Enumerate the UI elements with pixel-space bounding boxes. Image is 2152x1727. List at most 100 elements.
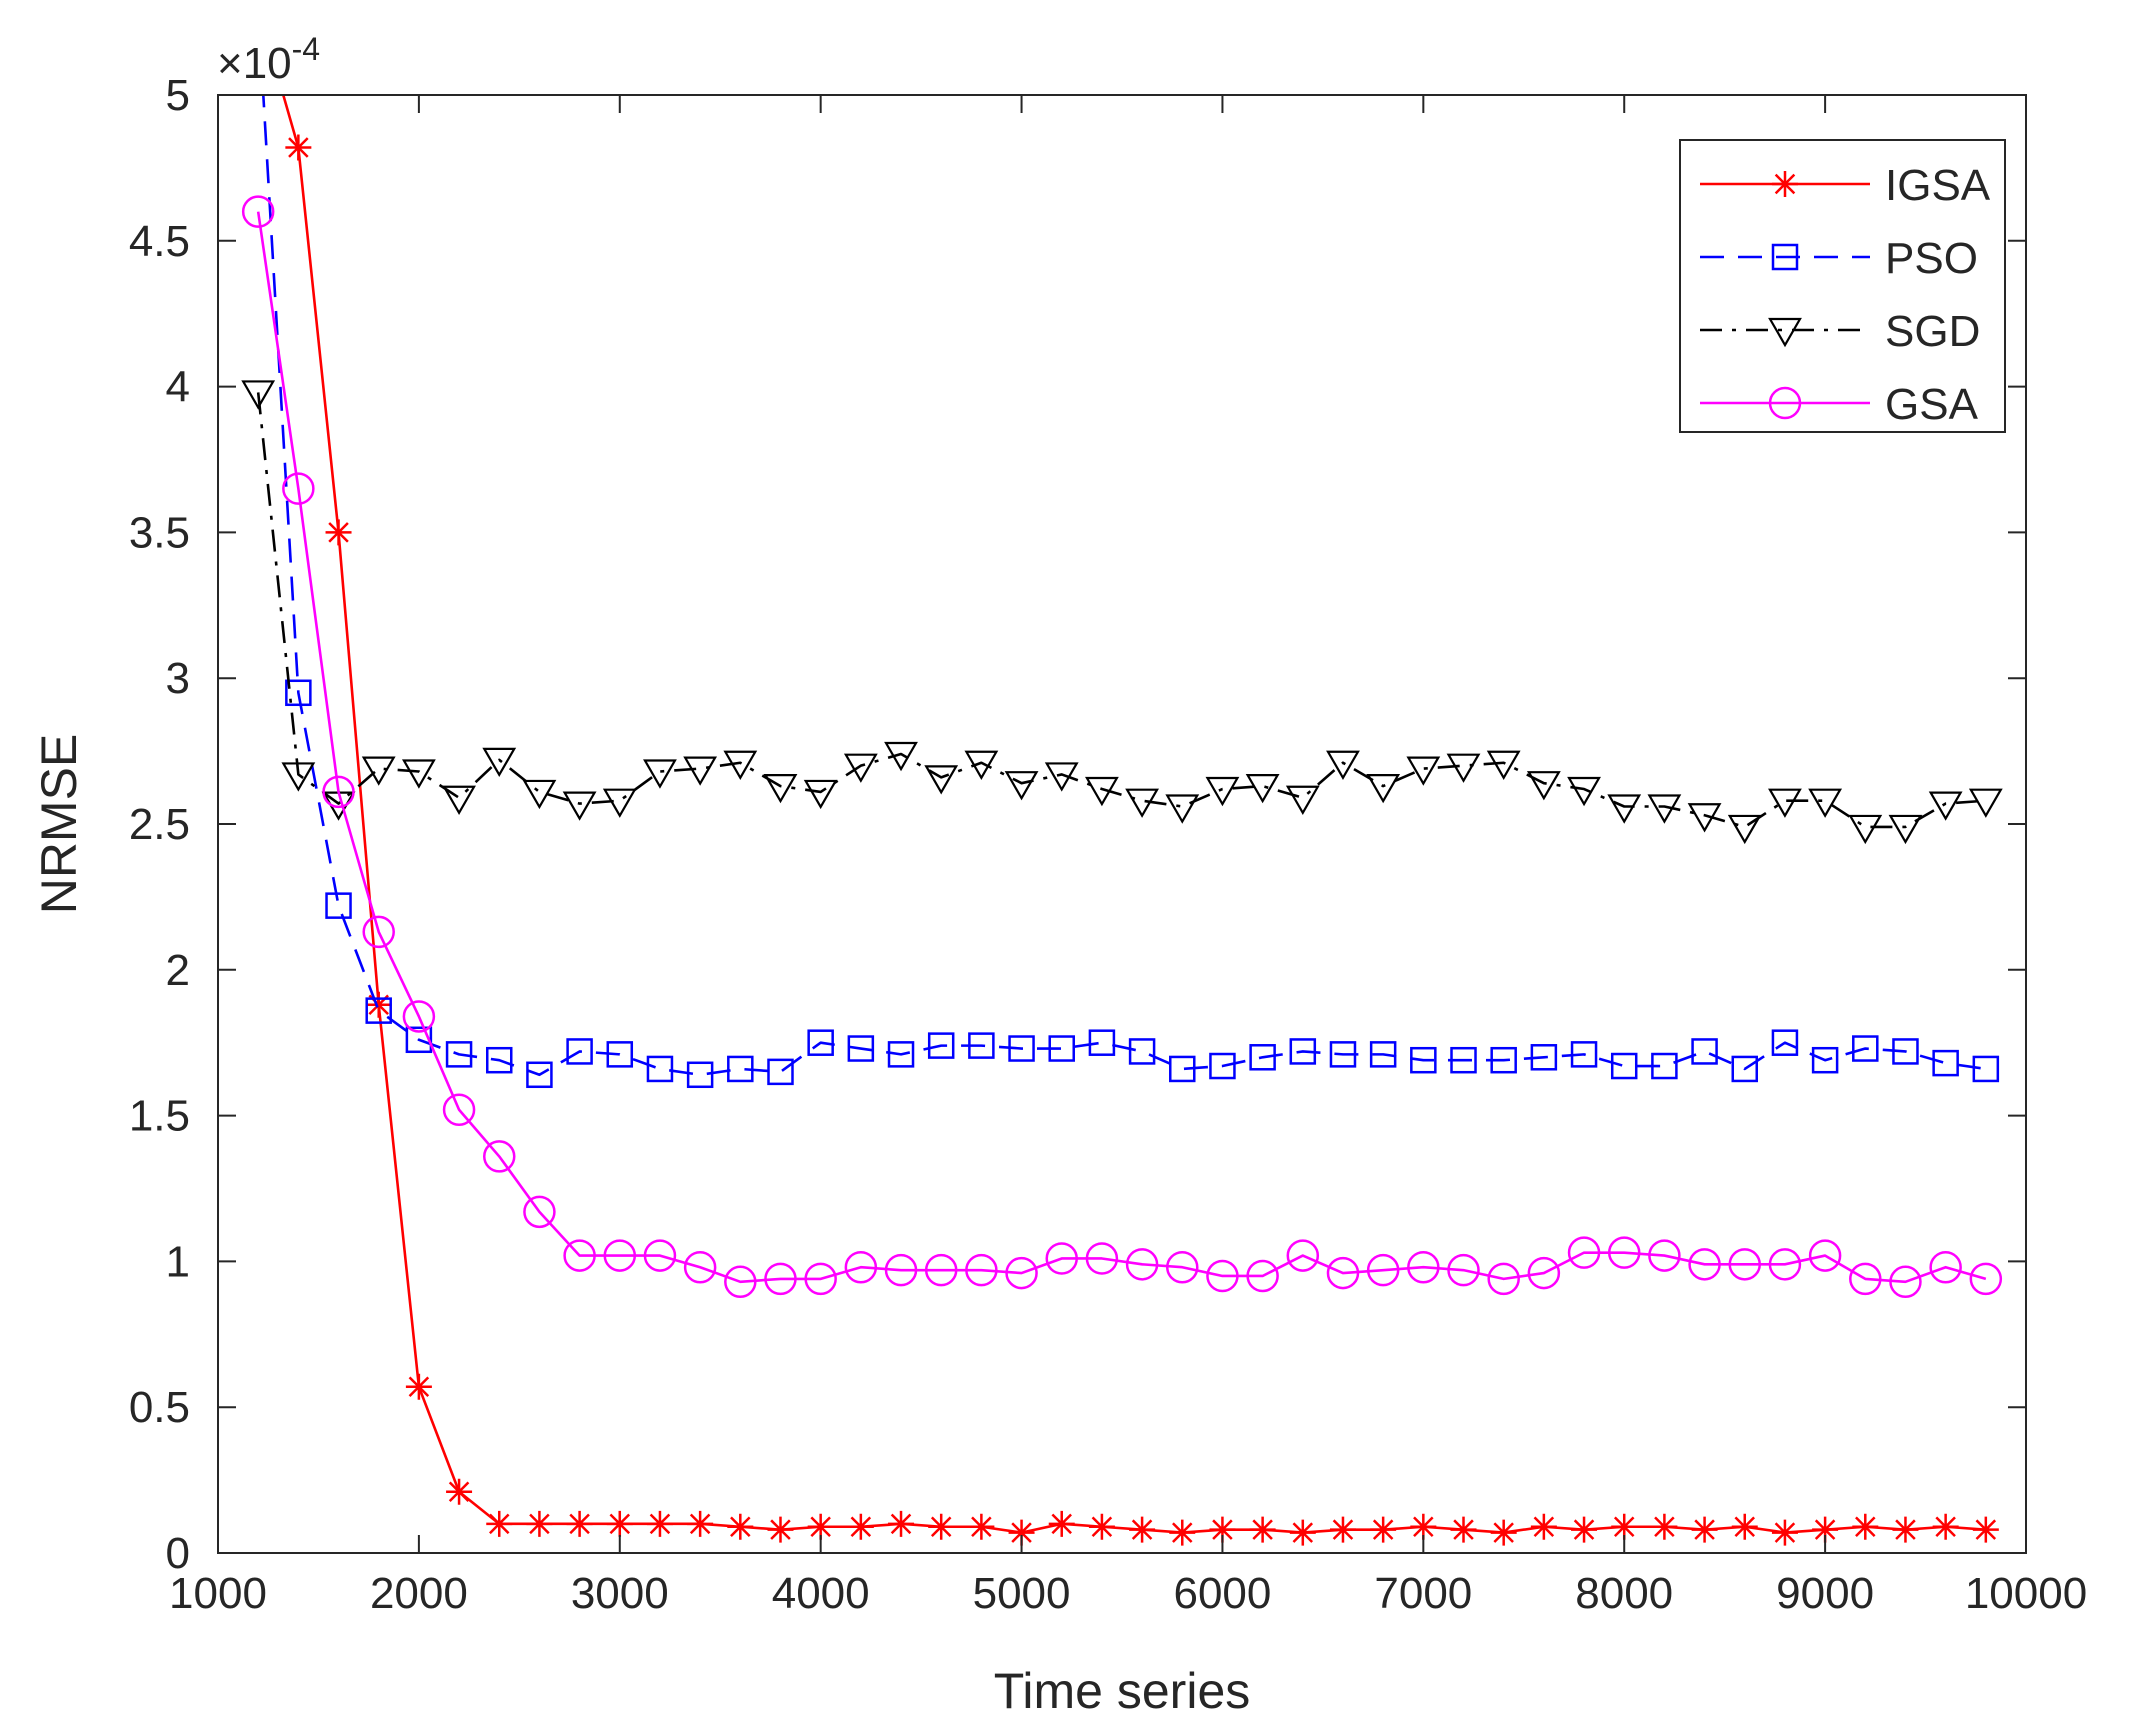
data-point-sgd <box>884 741 918 772</box>
data-point-sgd <box>1406 756 1441 786</box>
data-point-pso <box>968 1032 995 1059</box>
data-point-gsa <box>1407 1250 1440 1284</box>
data-point-gsa <box>1889 1265 1922 1299</box>
data-point-igsa <box>1450 1516 1477 1543</box>
x-tick-label: 4000 <box>772 1569 870 1618</box>
data-point-pso <box>485 1046 513 1074</box>
data-point-gsa <box>1849 1262 1882 1296</box>
data-point-sgd <box>1888 814 1923 845</box>
data-point-igsa <box>1691 1516 1718 1543</box>
data-point-pso <box>1610 1052 1638 1080</box>
data-point-igsa <box>807 1513 834 1540</box>
data-point-gsa <box>1206 1259 1239 1293</box>
data-point-gsa <box>965 1253 998 1287</box>
data-point-igsa <box>1289 1519 1316 1546</box>
data-point-gsa <box>1005 1256 1038 1290</box>
data-point-sgd <box>924 765 959 795</box>
x-tick-label: 10000 <box>1965 1569 2087 1618</box>
y-tick-label: 2.5 <box>129 800 190 849</box>
data-point-igsa <box>1651 1513 1678 1540</box>
x-tick-label: 3000 <box>571 1569 669 1618</box>
data-point-pso <box>1369 1041 1397 1068</box>
data-point-gsa <box>603 1239 637 1272</box>
data-point-igsa <box>1812 1516 1839 1543</box>
data-point-sgd <box>1768 788 1802 818</box>
data-point-sgd <box>683 756 718 786</box>
x-tick-label: 2000 <box>370 1569 468 1618</box>
data-point-igsa <box>1410 1513 1437 1540</box>
data-point-sgd <box>281 762 316 792</box>
data-point-sgd <box>442 785 476 815</box>
data-point-pso <box>566 1038 593 1065</box>
data-point-igsa <box>566 1510 593 1537</box>
data-point-gsa <box>362 915 395 949</box>
data-point-igsa <box>727 1513 754 1540</box>
x-tick-label: 5000 <box>973 1569 1071 1618</box>
data-point-gsa <box>643 1239 677 1272</box>
data-point-pso <box>767 1058 794 1086</box>
data-point-gsa <box>1166 1250 1199 1284</box>
legend-marker-sgd <box>1768 317 1802 348</box>
data-point-gsa <box>1085 1242 1119 1275</box>
data-point-igsa <box>1169 1519 1196 1546</box>
data-point-igsa <box>1329 1516 1356 1543</box>
y-tick-label: 2 <box>166 946 190 995</box>
data-point-igsa <box>1892 1516 1919 1543</box>
legend: IGSA PSO SGD GSA <box>1679 139 2006 433</box>
y-axis-exponent: ×10-4 <box>217 31 320 88</box>
series-line-gsa <box>256 211 1987 1284</box>
data-point-gsa <box>563 1239 596 1272</box>
data-point-igsa <box>1249 1516 1276 1543</box>
data-point-pso <box>847 1035 875 1062</box>
data-point-pso <box>887 1041 915 1068</box>
data-point-igsa <box>1129 1516 1156 1543</box>
data-point-pso <box>646 1055 674 1083</box>
data-point-sgd <box>562 791 597 821</box>
data-point-sgd <box>482 747 517 778</box>
data-point-sgd <box>1044 762 1079 792</box>
series-sgd <box>241 380 2003 845</box>
data-point-pso <box>1892 1038 1919 1065</box>
data-point-igsa <box>888 1510 915 1537</box>
data-point-pso <box>1771 1029 1799 1056</box>
y-tick-label: 5 <box>166 71 190 120</box>
data-point-igsa <box>646 1510 673 1537</box>
data-point-gsa <box>1768 1248 1802 1281</box>
data-point-sgd <box>1607 794 1642 824</box>
legend-marker-gsa <box>1768 386 1802 420</box>
data-point-sgd <box>1808 788 1843 818</box>
data-point-pso <box>606 1041 634 1068</box>
data-point-pso <box>1169 1055 1196 1083</box>
y-tick-label: 0 <box>166 1529 190 1578</box>
data-point-gsa <box>683 1250 717 1284</box>
data-point-gsa <box>482 1140 516 1173</box>
data-point-gsa <box>844 1250 878 1284</box>
x-tick-label: 6000 <box>1173 1569 1271 1618</box>
data-point-pso <box>1289 1038 1317 1065</box>
data-point-gsa <box>924 1253 958 1287</box>
data-point-sgd <box>763 773 798 804</box>
data-point-gsa <box>282 472 315 505</box>
y-tick-label: 0.5 <box>129 1383 190 1432</box>
x-tick-label: 8000 <box>1575 1569 1673 1618</box>
data-point-sgd <box>1326 750 1360 780</box>
data-point-gsa <box>1607 1236 1641 1269</box>
y-tick-label: 4.5 <box>129 217 190 266</box>
data-point-pso <box>727 1055 754 1083</box>
data-point-sgd <box>1446 753 1481 783</box>
data-point-igsa <box>285 134 312 161</box>
data-point-gsa <box>241 195 275 228</box>
data-point-igsa <box>325 519 352 546</box>
data-point-igsa <box>1852 1513 1879 1540</box>
series-gsa <box>241 195 2003 1299</box>
data-point-sgd <box>241 380 276 410</box>
data-point-pso <box>1731 1055 1759 1083</box>
legend-item-sgd: SGD <box>1700 307 1980 356</box>
data-point-pso <box>285 679 312 707</box>
data-point-pso <box>405 1026 433 1054</box>
data-point-gsa <box>1286 1239 1320 1272</box>
data-point-pso <box>807 1029 834 1056</box>
data-point-sgd <box>1486 750 1521 780</box>
data-point-igsa <box>486 1510 513 1537</box>
